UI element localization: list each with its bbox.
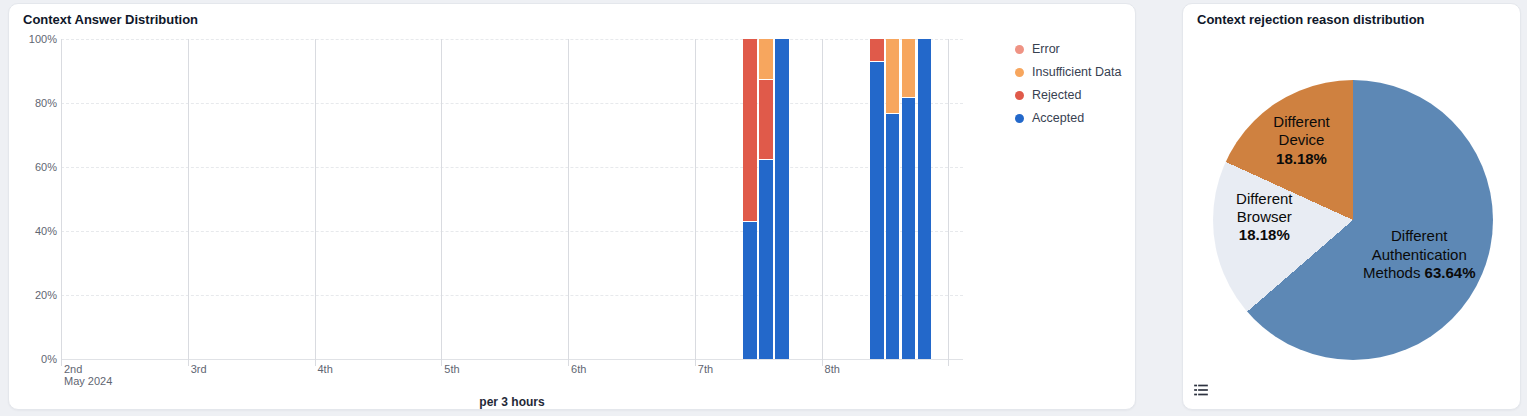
- rejection-reason-card: Context rejection reason distribution Di…: [1182, 3, 1521, 410]
- grid-line-day: [188, 39, 189, 366]
- pie-slice-label-different-browser: DifferentBrowser18.18%: [1236, 189, 1292, 244]
- legend-item-insufficient-data[interactable]: Insufficient Data: [1015, 65, 1121, 79]
- legend-toggle-button[interactable]: [1191, 381, 1211, 401]
- y-tick-label: 60%: [15, 161, 57, 173]
- stacked-bar[interactable]: [902, 39, 916, 359]
- stacked-bar-plot: 0% 20% 40% 60% 80% 100% 2nd May 2024 3rd 4th 5th 6…: [9, 4, 1135, 409]
- x-tick-label: 7th: [698, 363, 713, 375]
- x-tick-label: 4th: [318, 363, 333, 375]
- grid-line-horizontal: [61, 103, 963, 104]
- list-icon: [1193, 382, 1209, 398]
- bar-segment-accepted: [759, 159, 773, 359]
- bar-segment-insufficient-data: [759, 39, 773, 79]
- legend-dot: [1015, 91, 1024, 100]
- legend-item-error[interactable]: Error: [1015, 42, 1121, 56]
- bar-segment-accepted: [902, 97, 916, 359]
- y-tick-label: 80%: [15, 97, 57, 109]
- y-tick-label: 0%: [15, 353, 57, 365]
- grid-line-day: [568, 39, 569, 366]
- bar-segment-rejected: [870, 39, 884, 61]
- legend-item-label: Rejected: [1032, 88, 1081, 102]
- legend-item-label: Error: [1032, 42, 1060, 56]
- pie-slice-label-different-device: DifferentDevice18.18%: [1273, 112, 1329, 167]
- x-axis-line: [61, 359, 963, 360]
- grid-line-day: [695, 39, 696, 366]
- x-tick-label: 5th: [444, 363, 459, 375]
- bar-segment-accepted: [743, 221, 757, 359]
- grid-line-day: [315, 39, 316, 366]
- bar-segment-accepted: [775, 39, 789, 359]
- grid-line-horizontal: [61, 295, 963, 296]
- bar-chart-legend: Error Insufficient Data Rejected Accepted: [1015, 42, 1121, 134]
- grid-line-day: [948, 39, 949, 366]
- legend-dot: [1015, 45, 1024, 54]
- bar-segment-rejected: [743, 39, 757, 221]
- bar-segment-insufficient-data: [886, 39, 900, 113]
- y-tick-label: 20%: [15, 289, 57, 301]
- legend-item-accepted[interactable]: Accepted: [1015, 111, 1121, 125]
- rejection-reason-title: Context rejection reason distribution: [1197, 12, 1425, 27]
- x-tick-label: 8th: [825, 363, 840, 375]
- stacked-bar[interactable]: [918, 39, 932, 359]
- grid-line-horizontal: [61, 167, 963, 168]
- x-tick-label: 2nd May 2024: [64, 363, 112, 387]
- grid-line-horizontal: [61, 39, 963, 40]
- legend-item-label: Accepted: [1032, 111, 1084, 125]
- bar-segment-insufficient-data: [902, 39, 916, 97]
- x-tick-label: 6th: [571, 363, 586, 375]
- grid-line-horizontal: [61, 231, 963, 232]
- pie-slice-label-different-authentication-methods: DifferentAuthenticationMethods 63.64%: [1363, 227, 1476, 282]
- y-tick-label: 40%: [15, 225, 57, 237]
- stacked-bar[interactable]: [775, 39, 789, 359]
- stacked-bar[interactable]: [743, 39, 757, 359]
- answer-distribution-card: Context Answer Distribution 0%20%40%60%8…: [8, 3, 1136, 410]
- grid-line-day: [822, 39, 823, 366]
- grid-line-day: [61, 39, 62, 366]
- legend-item-label: Insufficient Data: [1032, 65, 1121, 79]
- bar-segment-accepted: [918, 39, 932, 359]
- bar-segment-accepted: [886, 113, 900, 359]
- legend-dot: [1015, 114, 1024, 123]
- legend-dot: [1015, 68, 1024, 77]
- x-axis-title: per 3 hours: [61, 395, 963, 409]
- legend-item-rejected[interactable]: Rejected: [1015, 88, 1121, 102]
- bar-segment-rejected: [759, 79, 773, 159]
- stacked-bar[interactable]: [886, 39, 900, 359]
- y-tick-label: 100%: [15, 33, 57, 45]
- bar-segment-accepted: [870, 61, 884, 359]
- x-tick-label: 3rd: [191, 363, 207, 375]
- stacked-bar[interactable]: [870, 39, 884, 359]
- grid-line-day: [441, 39, 442, 366]
- stacked-bar[interactable]: [759, 39, 773, 359]
